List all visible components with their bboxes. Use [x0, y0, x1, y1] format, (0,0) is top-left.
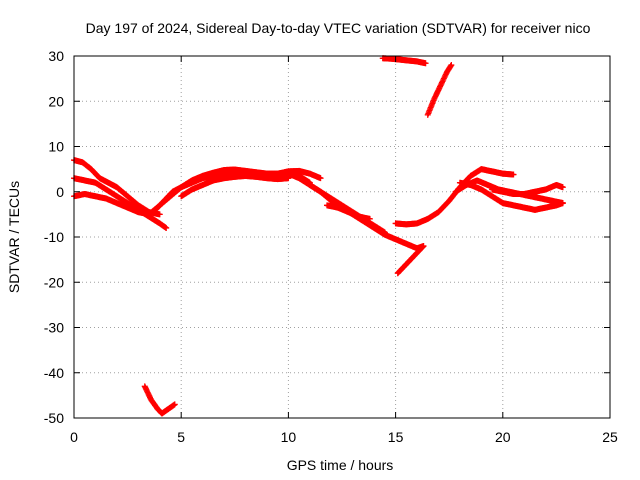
x-tick-label: 5 — [177, 429, 185, 445]
ticks: 0 5 10 15 20 25 30 20 10 0 -10 -20 -30 -40 -50 — [44, 48, 618, 445]
series-track-k — [394, 243, 427, 277]
y-axis-label: SDTVAR / TECUs — [6, 181, 22, 293]
series-track-c — [71, 191, 153, 218]
x-tick-label: 25 — [602, 429, 618, 445]
y-tick-label: 10 — [48, 139, 64, 155]
series-track-g — [178, 172, 292, 200]
y-tick-label: -20 — [44, 274, 64, 290]
series-track-a — [71, 157, 163, 218]
series-track-n — [392, 166, 517, 228]
x-tick-label: 15 — [388, 429, 404, 445]
y-tick-label: 0 — [56, 184, 64, 200]
y-tick-label: -40 — [44, 365, 64, 381]
series-track-d — [141, 383, 178, 417]
data-point — [171, 401, 178, 408]
y-tick-label: -50 — [44, 410, 64, 426]
data-point — [317, 175, 324, 182]
data-point — [381, 229, 388, 236]
series-track-q — [489, 181, 566, 198]
x-tick-label: 10 — [281, 429, 297, 445]
data-point — [422, 60, 429, 67]
data-point — [366, 215, 373, 222]
data-point — [510, 171, 517, 178]
grid — [74, 56, 610, 418]
data-point — [559, 184, 566, 191]
series-track-p — [456, 179, 566, 213]
series-track-j — [323, 202, 373, 222]
x-tick-label: 20 — [495, 429, 511, 445]
y-tick-label: 30 — [48, 48, 64, 64]
data-points — [71, 55, 566, 417]
x-tick-label: 0 — [70, 429, 78, 445]
data-point — [448, 62, 455, 69]
x-axis-label: GPS time / hours — [287, 457, 394, 473]
series-track-l — [379, 55, 429, 67]
series-track-m — [424, 62, 455, 118]
data-point — [163, 224, 170, 231]
y-tick-label: -30 — [44, 320, 64, 336]
chart-title: Day 197 of 2024, Sidereal Day-to-day VTE… — [86, 20, 591, 36]
series-track-h — [285, 170, 427, 252]
y-tick-label: -10 — [44, 229, 64, 245]
data-point — [420, 243, 427, 250]
y-tick-label: 20 — [48, 93, 64, 109]
data-point — [156, 211, 163, 218]
data-point — [559, 200, 566, 207]
